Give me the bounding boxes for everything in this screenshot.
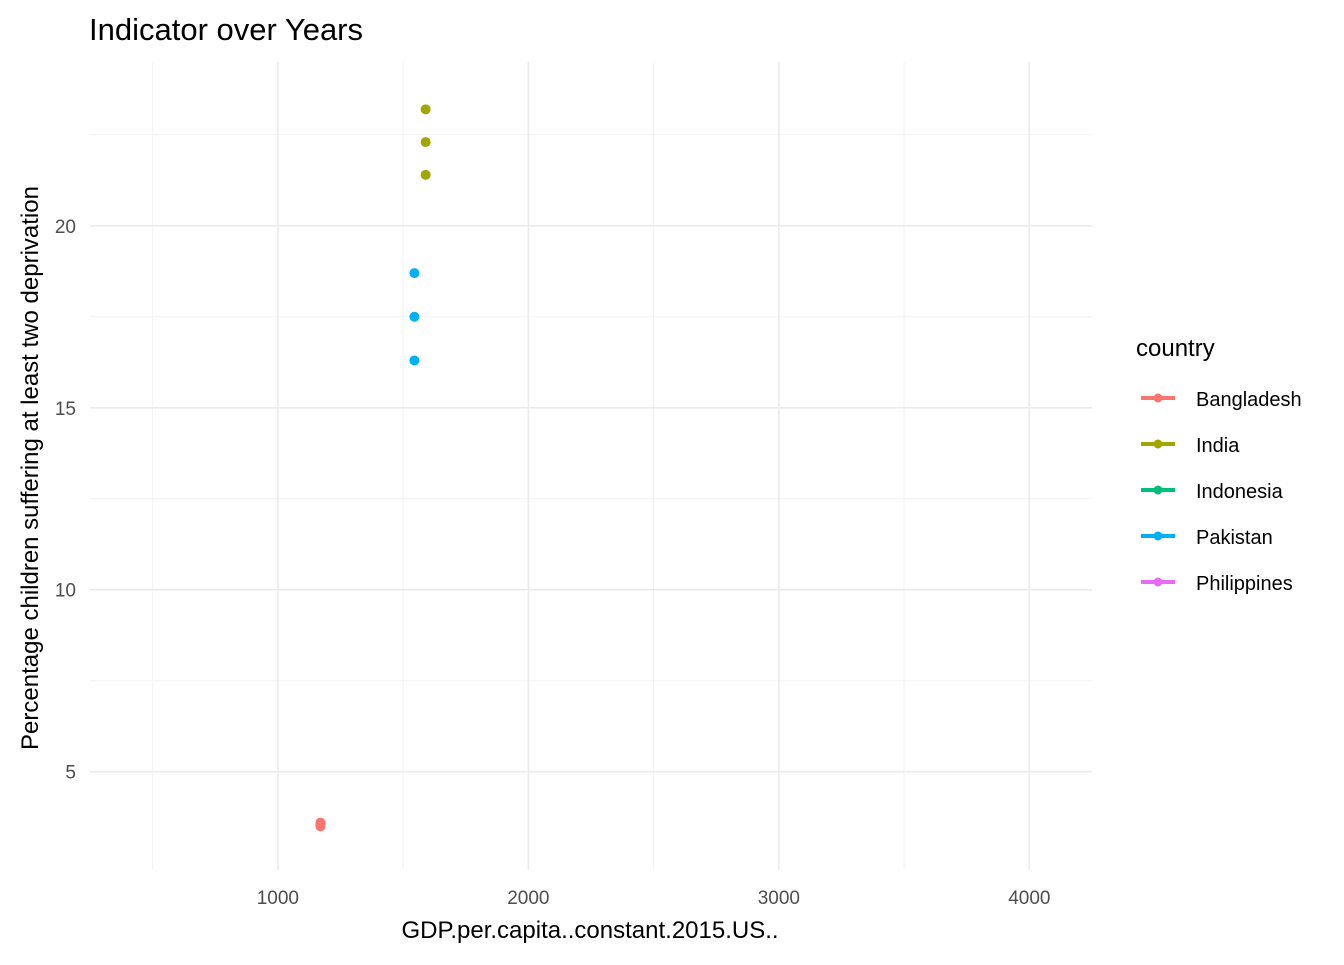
legend-label-indonesia: Indonesia (1196, 481, 1284, 503)
legend-key-point-india (1153, 439, 1163, 449)
y-tick-label: 10 (55, 581, 76, 602)
legend: country Bangladesh India Indonesia Pakistan… (1136, 335, 1302, 595)
point-pakistan-0 (409, 268, 420, 279)
x-axis-title: GDP.per.capita..constant.2015.US.. (401, 917, 778, 944)
legend-key-point-pakistan (1153, 531, 1163, 541)
y-tick-label: 20 (55, 217, 76, 238)
chart-title: Indicator over Years (89, 12, 363, 47)
y-axis-title: Percentage children suffering at least t… (17, 186, 44, 750)
y-tick-label: 15 (55, 399, 76, 420)
x-tick-label: 2000 (507, 888, 549, 909)
legend-label-pakistan: Pakistan (1196, 527, 1273, 549)
legend-key-point-philippines (1153, 577, 1163, 587)
x-tick-label: 1000 (257, 888, 299, 909)
data-points (315, 104, 431, 832)
y-tick-label: 5 (65, 763, 76, 784)
legend-label-philippines: Philippines (1196, 573, 1293, 595)
point-india-1 (420, 137, 431, 148)
legend-key-point-bangladesh (1153, 393, 1163, 403)
point-pakistan-1 (409, 311, 420, 322)
legend-key-point-indonesia (1153, 485, 1163, 495)
point-pakistan-2 (409, 355, 420, 366)
x-tick-label: 3000 (758, 888, 800, 909)
point-india-0 (420, 104, 431, 115)
legend-title: country (1136, 335, 1215, 362)
grid (90, 62, 1092, 870)
legend-label-bangladesh: Bangladesh (1196, 389, 1302, 411)
x-tick-label: 4000 (1008, 888, 1050, 909)
point-india-2 (420, 169, 431, 180)
x-axis-ticks: 1000 2000 3000 4000 (257, 888, 1051, 909)
legend-label-india: India (1196, 435, 1240, 457)
point-bangladesh-2 (315, 817, 326, 828)
y-axis-ticks: 5 10 15 20 (55, 217, 76, 784)
